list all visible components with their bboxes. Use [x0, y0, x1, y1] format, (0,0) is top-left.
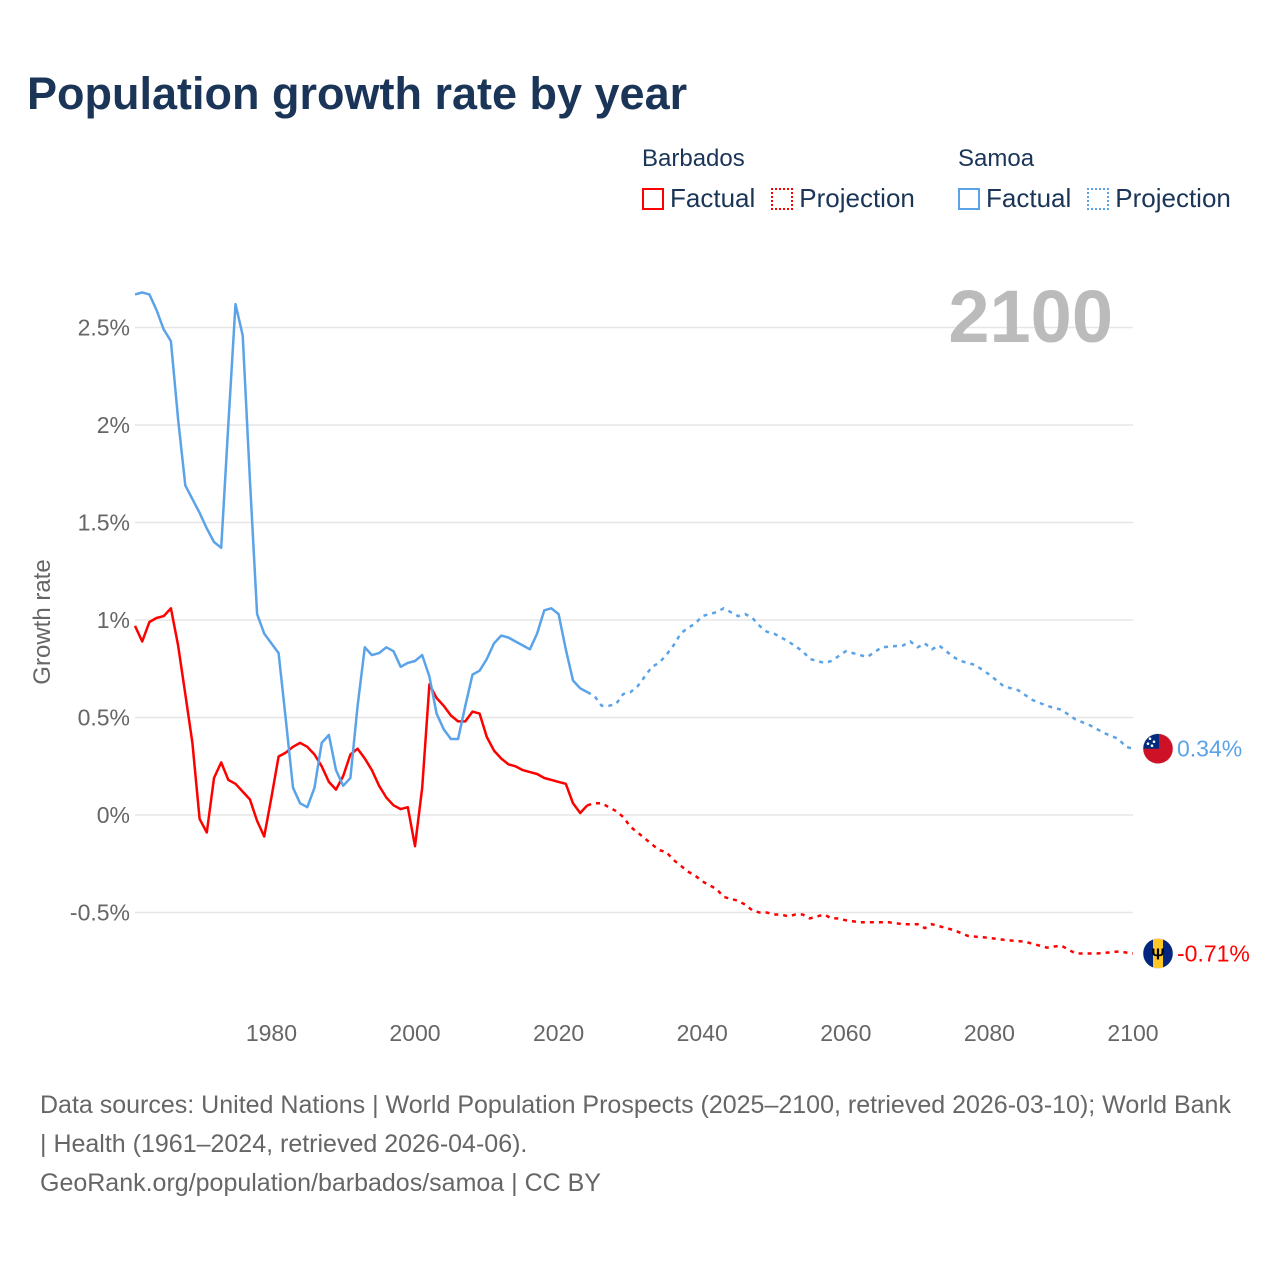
flag-body: [1143, 733, 1173, 764]
series-samoa-factual: [134, 291, 588, 809]
chart-title: Population growth rate by year: [27, 68, 688, 119]
flag-band: [1163, 938, 1173, 969]
flag-body: Ψ: [1143, 938, 1173, 969]
legend-swatch-solid: [642, 187, 664, 210]
flag-band: [1143, 938, 1153, 969]
year-indicator: 2100: [948, 275, 1113, 358]
legend-label: Factual: [986, 183, 1072, 213]
series-barbados-factual: [133, 607, 589, 848]
flag-band: [1153, 938, 1163, 969]
legend-label: Projection: [1115, 183, 1231, 213]
x-tick-label: 2040: [677, 1020, 728, 1046]
flag-border: [1142, 733, 1174, 764]
y-tick-label: -0.5%: [70, 900, 130, 926]
legend-samoa-projection[interactable]: Projection: [1087, 183, 1231, 214]
legend-group-samoa: Samoa Factual Projection: [958, 145, 1231, 214]
flag-field: [1143, 733, 1173, 764]
y-tick-label: 2.5%: [78, 315, 130, 341]
data-sources: Data sources: United Nations | World Pop…: [40, 1091, 1231, 1158]
legend-swatch-solid: [958, 187, 980, 210]
y-axis-label: Growth rate: [29, 559, 56, 684]
x-tick-label: 2080: [964, 1020, 1015, 1046]
y-tick-label: 1%: [97, 607, 130, 633]
x-tick-label: 2100: [1107, 1020, 1158, 1046]
end-value-label-samoa: 0.34%: [1177, 736, 1242, 762]
x-tick-label: 2020: [533, 1020, 584, 1046]
y-tick-label: 1.5%: [78, 510, 130, 536]
legend-label: Factual: [670, 183, 756, 213]
y-tick-label: 0.5%: [78, 705, 130, 731]
legend-barbados-factual[interactable]: Factual: [642, 183, 755, 214]
flag-star: [1146, 742, 1150, 745]
x-tick-label: 2060: [820, 1020, 871, 1046]
y-tick-label: 0%: [97, 802, 130, 828]
barbados-flag-icon: Ψ: [1142, 938, 1174, 969]
legend-group-name: Samoa: [958, 145, 1035, 172]
legend-swatch-dotted: [1087, 187, 1110, 210]
series-barbados-projection: [586, 802, 1134, 955]
end-value-label-barbados: -0.71%: [1177, 940, 1250, 966]
x-tick-label: 1980: [246, 1020, 297, 1046]
legend-label: Projection: [799, 183, 915, 213]
y-tick-label: 2%: [97, 412, 130, 438]
trident-icon: Ψ: [1152, 946, 1165, 963]
legend-group-name: Barbados: [642, 145, 745, 172]
flag-canton: [1143, 733, 1159, 749]
footer: Data sources: United Nations | World Pop…: [40, 1086, 1240, 1203]
series-samoa-projection: [586, 606, 1134, 750]
flag-star: [1150, 744, 1154, 747]
flag-border: [1142, 938, 1174, 969]
legend-samoa-factual[interactable]: Factual: [958, 183, 1071, 214]
flag-star: [1152, 740, 1156, 743]
x-tick-label: 2000: [389, 1020, 440, 1046]
legend-barbados-projection[interactable]: Projection: [771, 183, 915, 214]
credit-link[interactable]: GeoRank.org/population/barbados/samoa | …: [40, 1169, 601, 1197]
legend-swatch-dotted: [771, 187, 794, 210]
samoa-flag-icon: [1142, 733, 1174, 764]
flag-star: [1148, 737, 1152, 740]
legend-group-barbados: Barbados Factual Projection: [642, 145, 915, 214]
